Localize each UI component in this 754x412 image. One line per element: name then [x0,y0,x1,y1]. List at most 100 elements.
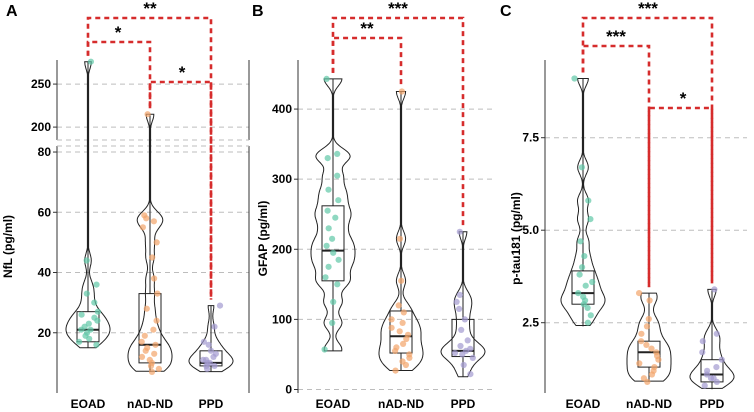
data-point [582,282,589,289]
data-point [335,197,342,204]
violin-shape [560,78,606,326]
x-tick-label: PPD [700,397,725,411]
y-axis-title: NfL (pg/ml) [1,215,15,278]
data-point [406,351,413,358]
data-point [334,281,341,288]
data-point [329,319,336,326]
data-point [645,315,652,323]
y-tick-label: 60 [38,205,52,219]
data-point [138,338,145,345]
violin-shape [440,231,486,378]
y-tick-label: 40 [38,266,52,280]
data-point [713,364,720,371]
data-point [456,305,463,312]
violin-shape [127,113,173,372]
significance-label: * [680,89,687,108]
significance-bracket [86,16,213,300]
panel-letter: C [500,3,512,20]
group-ppd: PPD [440,228,486,411]
significance-bracket [331,16,465,226]
data-point [93,341,100,348]
y-tick-label: 2.5 [522,316,539,330]
x-tick-label: EOAD [71,397,106,411]
data-point [458,326,465,333]
data-point [151,275,158,282]
data-point [464,337,471,344]
data-point [87,58,94,65]
data-point [467,371,474,378]
data-point [456,291,463,298]
data-point [456,228,463,235]
data-point [467,345,474,352]
data-point [451,349,459,357]
data-point [153,317,160,324]
data-point [571,75,578,82]
violin-shape [689,288,735,389]
data-point [587,216,594,223]
data-point [707,375,715,382]
group-eoad: EOAD [310,75,356,411]
data-point [585,197,592,204]
significance-label: *** [388,0,408,18]
x-tick-label: EOAD [316,397,351,411]
group-nadnd: nAD-ND [378,88,424,411]
significance-bracket [148,80,213,300]
data-point [78,311,85,318]
data-point [469,354,476,361]
data-point [150,326,157,333]
data-point [589,278,596,286]
y-tick-label: 200 [31,120,51,134]
y-tick-label: 400 [272,102,292,116]
data-point [388,316,395,323]
data-point [330,249,337,256]
data-point [388,324,395,331]
data-point [329,235,336,242]
y-tick-label: 0 [285,382,292,396]
significance-bracket [647,106,714,288]
y-tick-label: 7.5 [522,131,539,145]
data-point [146,356,153,363]
data-point [332,214,339,221]
significance-label: ** [360,19,374,38]
data-point [404,331,412,338]
data-point [393,344,400,351]
data-point [398,277,405,284]
data-point [153,239,160,246]
iqr-box [321,205,345,282]
significance-bracket [86,40,152,109]
data-point [211,323,218,330]
data-point [324,207,331,214]
group-ppd: PPD [689,286,735,411]
data-point [200,338,207,345]
data-point [138,353,146,360]
data-point [453,298,460,305]
data-point [325,186,332,193]
significance-label: *** [606,27,626,46]
data-point [651,364,658,371]
significance-bracket [331,36,403,86]
panel-letter: A [6,3,18,20]
data-point [713,330,720,337]
data-point [216,302,224,309]
panel-a: 20 40 60 80 200 250 NfL (pg/ml) A EOAD nAD-ND PPD *… [1,0,250,411]
data-point [334,150,341,157]
iqr-box [76,311,100,343]
y-tick-label: 100 [272,312,292,326]
significance-label: * [115,23,122,42]
y-tick-label: 80 [38,145,52,159]
data-point [580,293,587,300]
data-point [144,344,151,351]
data-point [324,155,331,162]
data-point [584,304,591,311]
data-point [461,316,468,323]
y-axis-title: GFAP (pg/ml) [256,201,270,277]
data-point [91,314,98,321]
group-eoad: EOAD [560,75,606,411]
data-point [718,356,725,363]
data-point [646,297,653,304]
data-point [149,254,156,261]
significance-bracket [581,44,651,288]
panel-b: 0 100 200 300 400 GFAP (pg/ml) B EOAD nAD-ND PPD *… [252,0,495,411]
x-tick-label: nAD-ND [378,397,424,411]
y-tick-label: 200 [272,242,292,256]
